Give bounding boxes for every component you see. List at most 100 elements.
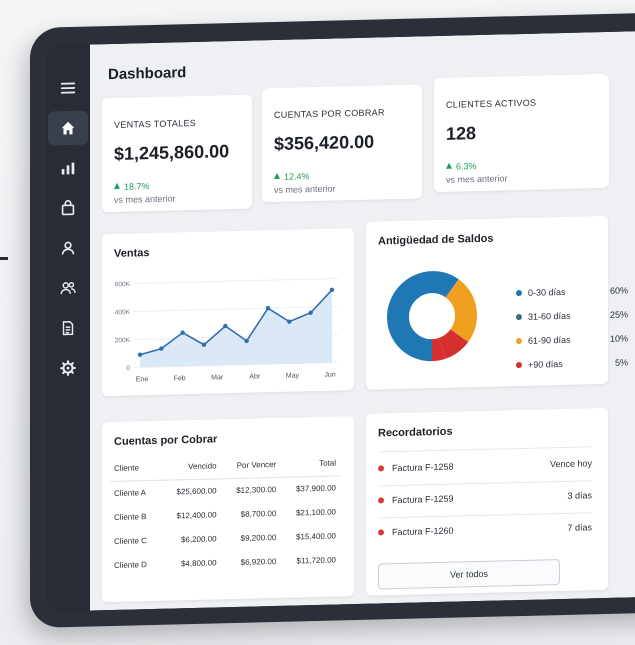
x-tick-label: Abr: [249, 373, 261, 380]
legend-dot-icon: [516, 313, 522, 321]
kpi-change-value: 18.7%: [124, 181, 150, 192]
reminder-item[interactable]: Factura F-1258 Vence hoy: [378, 458, 592, 473]
table-cell: $12,300.00: [236, 484, 277, 495]
table-row[interactable]: Cliente D $4,800.00 $6,920.00 $11,720.00: [110, 548, 340, 578]
x-tick-label: Jun: [324, 372, 335, 379]
kpi-change: 6.3%: [446, 161, 477, 172]
receivables-card: Cuentas por Cobrar Cliente Vencido Por V…: [102, 416, 354, 603]
kpi-value: $356,420.00: [274, 131, 375, 155]
legend-dot-icon: [516, 289, 522, 297]
legend-dot-icon: [516, 361, 522, 369]
kpi-change: 12.4%: [274, 171, 310, 182]
legend-item: +90 días 5%: [516, 357, 628, 370]
divider: [378, 446, 592, 453]
legend-item: 61-90 días 10%: [516, 333, 628, 346]
reminder-due: Vence hoy: [549, 458, 592, 470]
legend-value: 25%: [609, 309, 628, 320]
kpi-label: CUENTAS POR COBRAR: [274, 107, 385, 121]
y-tick-label: 400K: [115, 309, 131, 316]
sidebar-item-documents[interactable]: [48, 311, 88, 346]
table-cell: $11,720.00: [296, 555, 336, 566]
kpi-value: 128: [446, 123, 477, 144]
table-cell: $12,400.00: [176, 510, 217, 521]
legend-value: 10%: [609, 333, 628, 344]
home-icon: [61, 121, 75, 135]
reminder-label: Factura F-1258: [392, 461, 454, 474]
sidebar-item-user[interactable]: [48, 231, 88, 266]
table-cell: Cliente D: [114, 560, 147, 570]
grid-line: [134, 277, 338, 284]
trend-up-icon: [446, 162, 452, 169]
table-cell: $8,700.00: [240, 508, 277, 519]
view-all-button[interactable]: Ver todos: [378, 559, 560, 590]
divider: [378, 480, 592, 487]
donut-slice[interactable]: [387, 271, 477, 362]
sales-point: [265, 305, 271, 311]
table-cell: Cliente A: [114, 488, 147, 498]
alert-dot-icon: [378, 465, 384, 472]
legend-label: 31-60 días: [528, 310, 571, 322]
y-tick-label: 0: [126, 365, 130, 372]
legend-value: 60%: [609, 285, 628, 296]
table-cell: $25,600.00: [176, 486, 217, 497]
receivables-table: Cliente Vencido Por Vencer Total Cliente…: [110, 452, 340, 578]
kpi-change: 18.7%: [114, 181, 150, 192]
kpi-change-value: 6.3%: [456, 161, 477, 172]
legend-value: 5%: [614, 357, 628, 368]
table-cell: $6,200.00: [180, 534, 217, 545]
legend-label: +90 días: [528, 358, 563, 370]
column-header: Vencido: [160, 455, 221, 481]
main-content: Dashboard VENTAS TOTALES $1,245,860.00 1…: [90, 30, 635, 611]
y-tick-label: 200K: [115, 337, 131, 344]
kpi-label: VENTAS TOTALES: [114, 117, 197, 130]
divider: [378, 512, 592, 519]
sidebar: [46, 44, 90, 612]
edge-mark: [0, 257, 8, 260]
sales-point: [287, 319, 292, 324]
alert-dot-icon: [378, 529, 384, 536]
reminder-label: Factura F-1259: [392, 493, 454, 506]
tablet-frame: Dashboard VENTAS TOTALES $1,245,860.00 1…: [30, 12, 635, 628]
grid-line: [134, 305, 338, 312]
reminder-item[interactable]: Factura F-1259 3 días: [378, 490, 592, 505]
aging-donut-chart: [387, 271, 477, 362]
users-icon: [60, 282, 76, 295]
table-cell: $4,800.00: [180, 558, 217, 569]
sidebar-item-clients[interactable]: [48, 271, 88, 306]
kpi-card-receivables: CUENTAS POR COBRAR $356,420.00 12.4% vs …: [262, 84, 422, 203]
card-title: Recordatorios: [378, 425, 453, 440]
sidebar-item-home[interactable]: [48, 110, 88, 146]
sales-point: [201, 342, 207, 347]
aging-chart-card: Antigüedad de Saldos 0-30 días 60% 31-60 d…: [366, 215, 628, 390]
menu-icon: [60, 82, 76, 94]
sales-line: [139, 289, 333, 356]
menu-button[interactable]: [48, 71, 88, 106]
legend-label: 0-30 días: [528, 286, 566, 298]
sales-point: [329, 287, 335, 293]
sales-area: [140, 289, 332, 368]
sales-point: [308, 310, 313, 315]
reminder-item[interactable]: Factura F-1260 7 días: [378, 522, 592, 537]
reminder-due: 3 días: [567, 490, 592, 501]
trend-up-icon: [274, 172, 280, 180]
card-title: Ventas: [114, 247, 150, 260]
kpi-sub: vs mes anterior: [446, 173, 508, 185]
sales-point: [137, 352, 143, 357]
legend-item: 0-30 días 60%: [516, 285, 628, 298]
column-header: Total: [280, 452, 340, 478]
x-tick-label: May: [286, 372, 300, 379]
sidebar-item-settings[interactable]: [48, 351, 88, 386]
column-header: Por Vencer: [220, 453, 281, 479]
user-icon: [61, 241, 75, 255]
table-cell: $37,900.00: [295, 483, 336, 494]
kpi-card-sales: VENTAS TOTALES $1,245,860.00 18.7% vs me…: [102, 94, 252, 213]
sidebar-item-sales[interactable]: [48, 191, 88, 226]
kpi-sub: vs mes anterior: [274, 183, 336, 196]
table-cell: $15,400.00: [295, 531, 336, 542]
tablet-screen: Dashboard VENTAS TOTALES $1,245,860.00 1…: [46, 30, 635, 612]
table-cell: $6,920.00: [240, 556, 277, 567]
sidebar-item-reports[interactable]: [48, 151, 88, 186]
donut-slice[interactable]: [387, 271, 477, 362]
kpi-value: $1,245,860.00: [114, 141, 230, 164]
card-title: Cuentas por Cobrar: [114, 433, 218, 448]
